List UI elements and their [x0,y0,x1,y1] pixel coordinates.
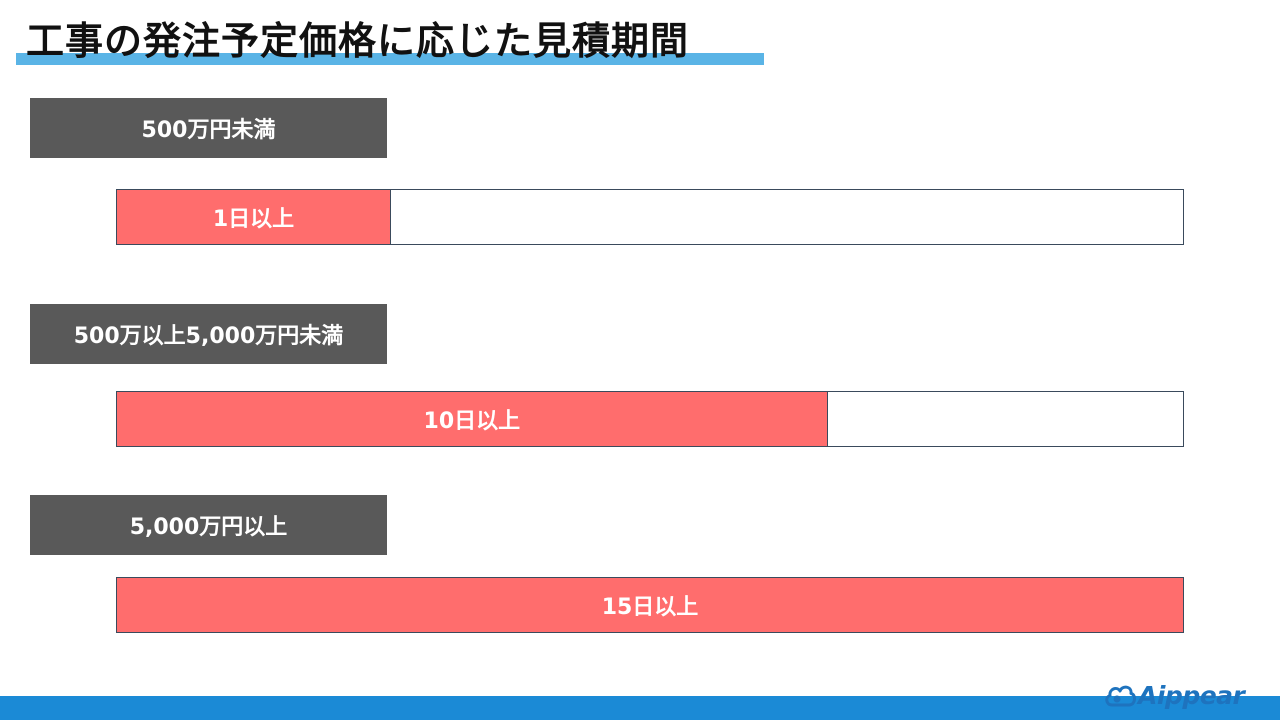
page-title: 工事の発注予定価格に応じた見積期間 [26,19,690,63]
tier-label-2: 500万以上5,000万円未満 [30,304,387,364]
period-bar-fill-2: 10日以上 [117,392,828,446]
period-bar-fill-1: 1日以上 [117,190,391,244]
period-bar-track-2: 10日以上 [116,391,1184,447]
logo-text: Aippear [1138,680,1245,710]
period-bar-track-3: 15日以上 [116,577,1184,633]
cloud-icon [1105,685,1136,707]
period-bar-fill-3: 15日以上 [117,578,1183,632]
tier-label-1: 500万円未満 [30,98,387,158]
footer-bar [0,696,1280,720]
title-block: 工事の発注予定価格に応じた見積期間 [16,14,764,66]
tier-label-3: 5,000万円以上 [30,495,387,555]
title-underline [16,53,764,65]
period-bar-track-1: 1日以上 [116,189,1184,245]
brand-logo: Aippear [1104,678,1245,712]
